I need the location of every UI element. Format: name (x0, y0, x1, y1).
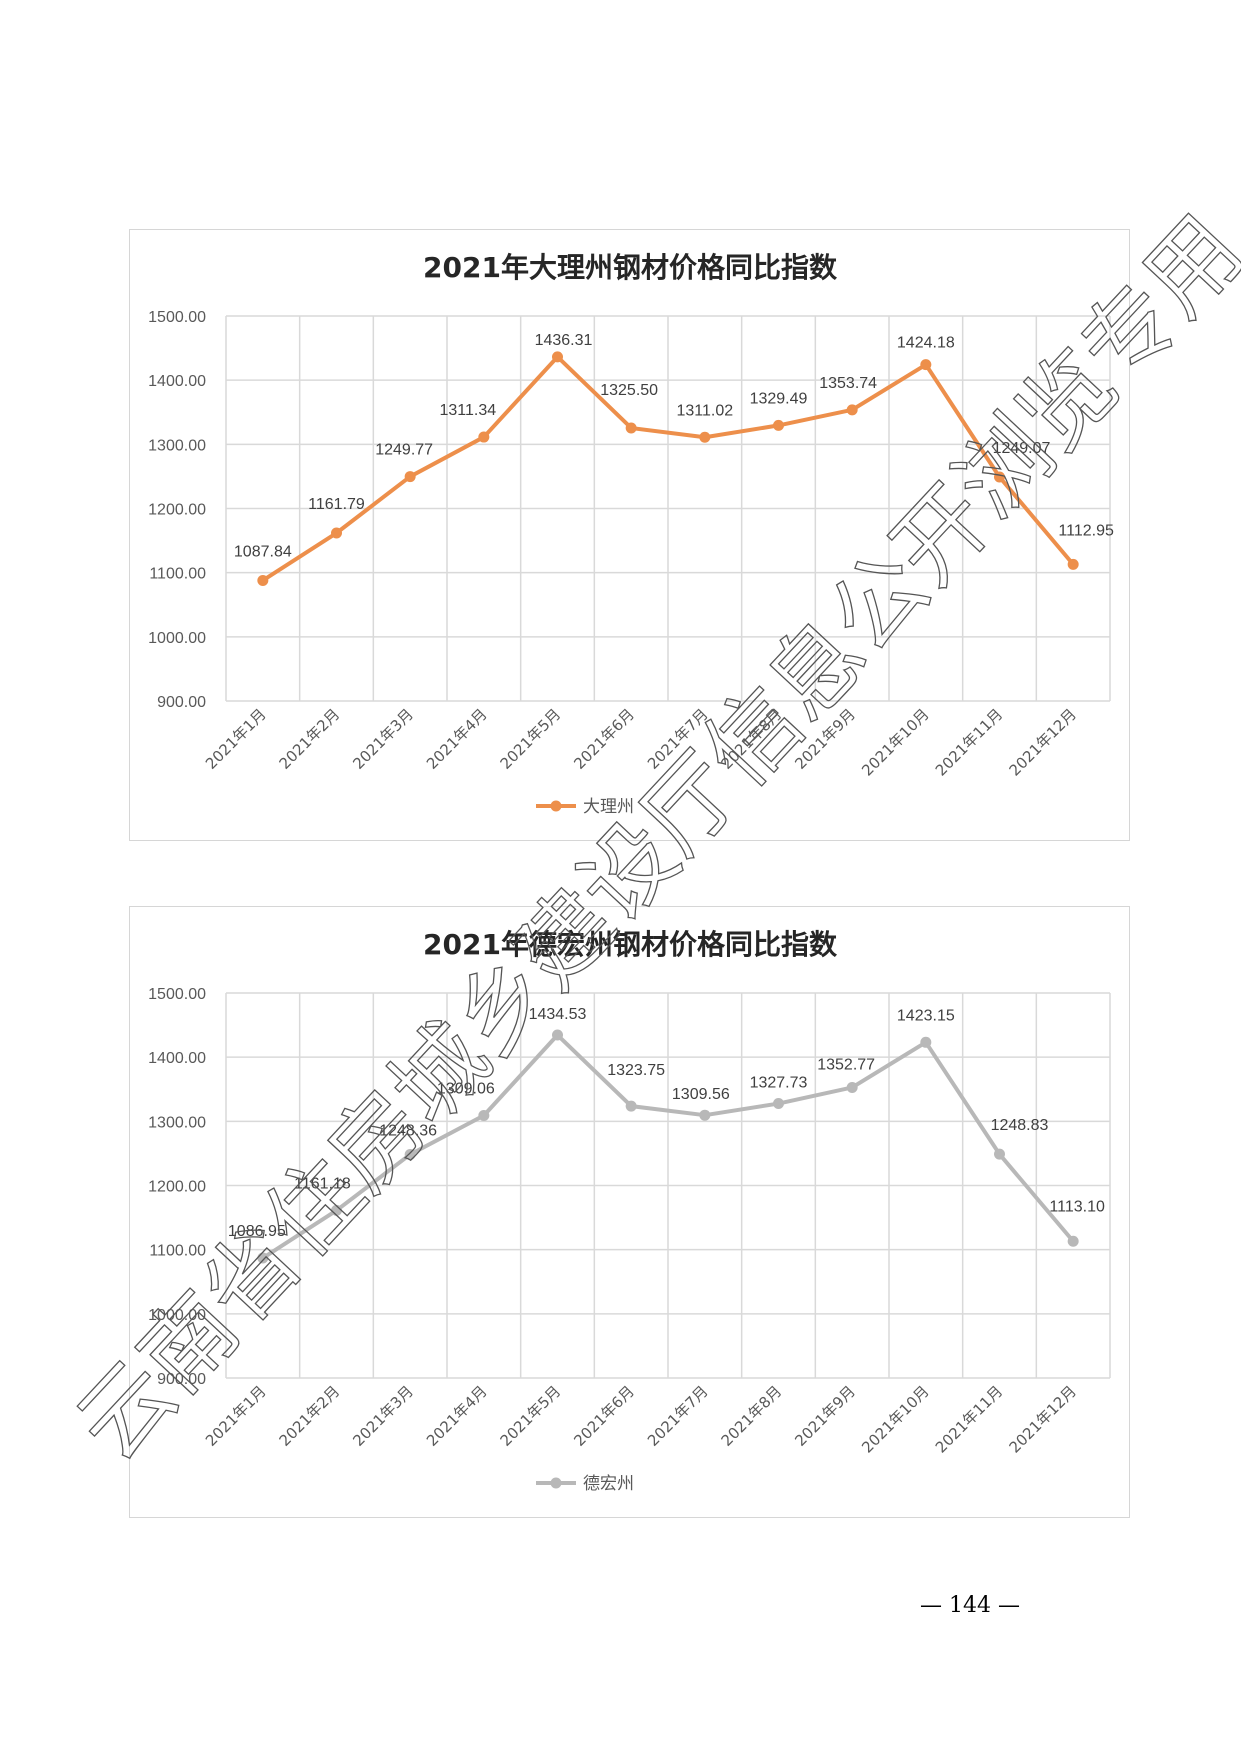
data-label: 1353.74 (819, 375, 877, 392)
data-point (552, 351, 563, 363)
data-label: 1327.73 (750, 1075, 808, 1092)
data-point (331, 527, 342, 539)
y-tick-label: 1400.00 (148, 1050, 206, 1067)
page-number: — 144 — (920, 1593, 1020, 1618)
x-tick-label: 2021年1月 (202, 705, 270, 773)
data-point (404, 471, 416, 483)
x-tick-label: 2021年12月 (1006, 705, 1080, 779)
x-tick-label: 2021年10月 (858, 705, 932, 779)
data-point (920, 1036, 932, 1048)
y-tick-label: 1000.00 (148, 1307, 206, 1324)
chart-dehong: 2021年德宏州钢材价格同比指数 1500.00 1400.00 1300.00 120… (129, 906, 1130, 1518)
y-tick-label: 1300.00 (148, 437, 206, 454)
x-tick-label: 2021年4月 (423, 1382, 491, 1450)
x-tick-label: 2021年2月 (276, 1382, 344, 1450)
data-label: 1352.77 (817, 1056, 875, 1073)
data-point (1067, 558, 1079, 570)
legend-marker (550, 800, 562, 812)
data-point (331, 1204, 342, 1216)
data-label: 1423.15 (897, 1007, 955, 1024)
chart-dali: 2021年大理州钢材价格同比指数 1500.00 1400.00 1300.00 120… (129, 229, 1130, 841)
series-line (260, 354, 1076, 583)
data-point (773, 1098, 784, 1110)
data-label: 1323.75 (607, 1062, 665, 1079)
y-tick-label: 900.00 (157, 694, 206, 711)
y-tick-label: 1300.00 (148, 1114, 206, 1131)
x-tick-label: 2021年3月 (349, 705, 417, 773)
data-point (1067, 1235, 1079, 1247)
chart-dehong-svg: 2021年德宏州钢材价格同比指数 1500.00 1400.00 1300.00 120… (148, 928, 1111, 1494)
data-label: 1161.79 (308, 496, 365, 513)
x-tick-label: 2021年5月 (497, 705, 565, 773)
data-point (257, 574, 269, 586)
data-label: 1087.84 (234, 543, 292, 560)
data-point (404, 1148, 416, 1160)
data-label: 1249.07 (993, 440, 1051, 457)
data-point (478, 431, 490, 443)
x-tick-label: 2021年3月 (349, 1382, 417, 1450)
data-label: 1112.95 (1058, 522, 1114, 539)
y-tick-label: 1200.00 (148, 502, 206, 519)
y-tick-label: 900.00 (157, 1371, 206, 1388)
data-label: 1309.06 (437, 1081, 495, 1098)
x-tick-label: 2021年6月 (570, 1382, 638, 1450)
data-label: 1311.02 (677, 402, 734, 419)
data-label: 1325.50 (600, 382, 658, 399)
data-label: 1248.83 (991, 1117, 1049, 1134)
y-tick-label: 1500.00 (148, 986, 206, 1003)
y-tick-label: 1100.00 (149, 566, 206, 583)
data-point (699, 1109, 711, 1121)
data-label: 1424.18 (897, 335, 955, 352)
y-tick-label: 1200.00 (148, 1179, 206, 1196)
x-tick-label: 2021年6月 (570, 705, 638, 773)
legend-label: 德宏州 (583, 1474, 634, 1494)
x-tick-label: 2021年10月 (858, 1382, 932, 1456)
y-tick-label: 1400.00 (148, 373, 206, 390)
data-label: 1329.49 (750, 390, 808, 407)
x-tick-label: 2021年9月 (791, 705, 859, 773)
legend-label: 大理州 (583, 797, 634, 817)
data-label: 1249.77 (375, 442, 433, 459)
data-label: 1311.34 (440, 402, 497, 419)
chart-title: 2021年德宏州钢材价格同比指数 (423, 928, 838, 961)
data-label: 1161.18 (294, 1175, 351, 1192)
data-label: 1086.95 (228, 1223, 286, 1240)
x-tick-label: 2021年11月 (932, 1382, 1006, 1456)
x-tick-label: 2021年7月 (644, 1382, 712, 1450)
data-point (994, 471, 1005, 483)
data-point (625, 422, 637, 434)
legend-marker (550, 1477, 562, 1489)
data-point (257, 1252, 269, 1264)
x-tick-label: 2021年12月 (1006, 1382, 1080, 1456)
x-tick-label: 2021年8月 (718, 705, 786, 773)
series-line (260, 1033, 1076, 1261)
data-label: 1436.31 (535, 332, 593, 349)
x-tick-label: 2021年8月 (718, 1382, 786, 1450)
data-point (994, 1148, 1005, 1160)
data-point (920, 359, 932, 371)
chart-dali-svg: 2021年大理州钢材价格同比指数 1500.00 1400.00 1300.00 120… (148, 251, 1114, 817)
x-tick-label: 2021年11月 (932, 705, 1006, 779)
data-point (773, 419, 784, 431)
x-tick-label: 2021年1月 (202, 1382, 270, 1450)
y-tick-label: 1500.00 (148, 309, 206, 326)
data-point (846, 1081, 858, 1093)
y-tick-label: 1100.00 (149, 1243, 206, 1260)
data-point (625, 1100, 637, 1112)
y-tick-label: 1000.00 (148, 630, 206, 647)
x-tick-label: 2021年9月 (791, 1382, 859, 1450)
data-label: 1113.10 (1049, 1198, 1105, 1215)
x-tick-label: 2021年5月 (497, 1382, 565, 1450)
chart-title: 2021年大理州钢材价格同比指数 (423, 251, 838, 284)
data-point (478, 1110, 490, 1122)
x-tick-label: 2021年2月 (276, 705, 344, 773)
x-tick-label: 2021年7月 (644, 705, 712, 773)
x-tick-label: 2021年4月 (423, 705, 491, 773)
data-label: 1248.36 (379, 1122, 437, 1139)
data-point (699, 431, 711, 443)
data-point (846, 404, 858, 416)
data-label: 1309.56 (672, 1086, 730, 1103)
data-point (552, 1029, 563, 1041)
data-label: 1434.53 (529, 1006, 587, 1023)
